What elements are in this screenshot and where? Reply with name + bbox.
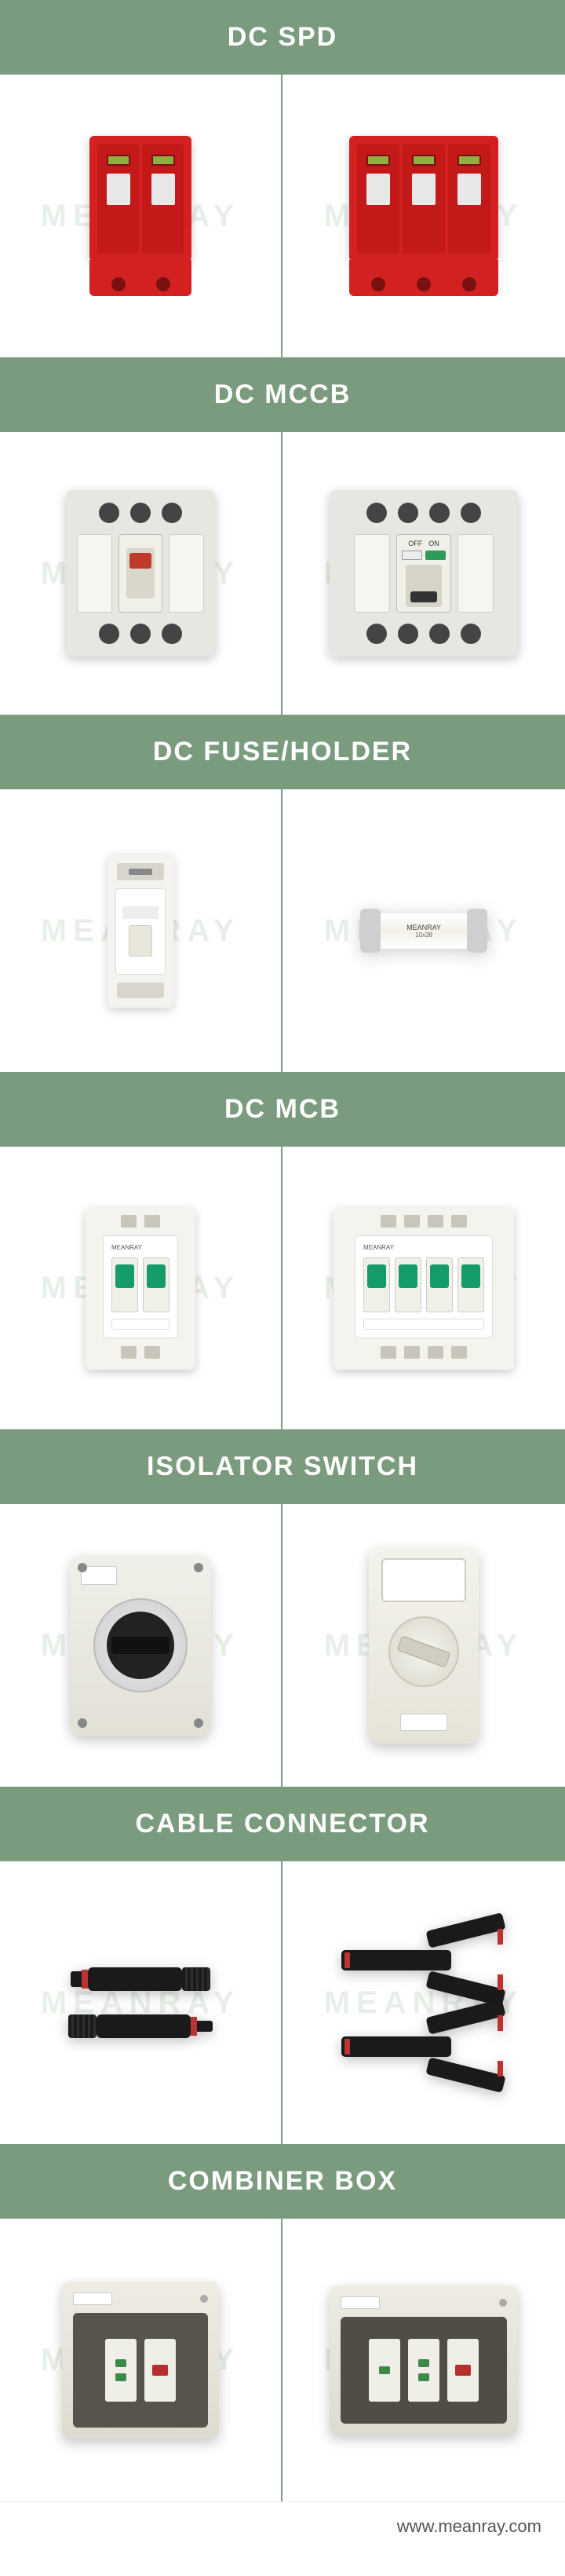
product-mccb-4p: OFF ON [330,490,518,657]
product-cell-combiner-a: MEANRAY [0,2219,282,2501]
category-header-mcb: DC MCB [0,1072,565,1147]
mccb-on-label: ON [428,540,439,547]
product-cell-mc4: MEANRAY [0,1861,282,2144]
category-header-fuse: DC FUSE/HOLDER [0,715,565,789]
product-catalog: DC SPD MEANRAY MEANRAY [0,0,565,2551]
footer-url: www.meanray.com [0,2501,565,2551]
category-header-mccb: DC MCCB [0,357,565,432]
product-row-mccb: MEANRAY MEANRAY OFF [0,432,565,715]
product-isolator-black [70,1555,211,1736]
product-cell-mcb-4p: MEANRAY MEANRAY [282,1147,565,1429]
mcb-brand: MEANRAY [111,1244,142,1251]
product-cell-spd-2p: MEANRAY [0,75,282,357]
product-mcb-4p: MEANRAY [334,1207,514,1370]
product-fuse-cartridge: MEANRAY 10x38 [360,909,487,953]
product-cell-mc4-branch: MEANRAY [282,1861,565,2144]
product-mcb-2p: MEANRAY [86,1207,195,1370]
product-row-fuse: MEANRAY MEANRAY MEANRAY 10x38 [0,789,565,1072]
category-header-combiner: COMBINER BOX [0,2144,565,2219]
product-row-combiner: MEANRAY MEANRAY [0,2219,565,2501]
product-cell-mccb-3p: MEANRAY [0,432,282,715]
product-mccb-3p [66,490,215,657]
product-row-spd: MEANRAY MEANRAY [0,75,565,357]
product-row-isolator: MEANRAY MEANRAY [0,1504,565,1787]
product-spd-3p [349,136,498,296]
product-isolator-grey [369,1547,479,1744]
product-cell-fuseholder: MEANRAY [0,789,282,1072]
fuse-rating: 10x38 [415,931,432,939]
product-cell-iso-a: MEANRAY [0,1504,282,1787]
product-cell-mcb-2p: MEANRAY MEANRAY [0,1147,282,1429]
product-row-connector: MEANRAY MEANRAY [0,1861,565,2144]
product-cell-fuse: MEANRAY MEANRAY 10x38 [282,789,565,1072]
fuse-brand: MEANRAY [406,924,441,931]
product-mc4-pair [68,1967,213,2038]
product-cell-mccb-4p: MEANRAY OFF ON [282,432,565,715]
product-fuse-holder [108,854,173,1008]
product-combiner-large [330,2285,518,2435]
product-combiner-small [62,2281,219,2439]
product-row-mcb: MEANRAY MEANRAY MEANRAY [0,1147,565,1429]
category-header-spd: DC SPD [0,0,565,75]
product-spd-2p [89,136,191,296]
product-mc4-branch-pair [341,1928,506,2077]
category-header-connector: CABLE CONNECTOR [0,1787,565,1861]
product-cell-iso-b: MEANRAY [282,1504,565,1787]
mccb-off-label: OFF [408,540,422,547]
product-cell-combiner-b: MEANRAY [282,2219,565,2501]
mcb-brand: MEANRAY [363,1244,394,1251]
category-header-isolator: ISOLATOR SWITCH [0,1429,565,1504]
product-cell-spd-3p: MEANRAY [282,75,565,357]
